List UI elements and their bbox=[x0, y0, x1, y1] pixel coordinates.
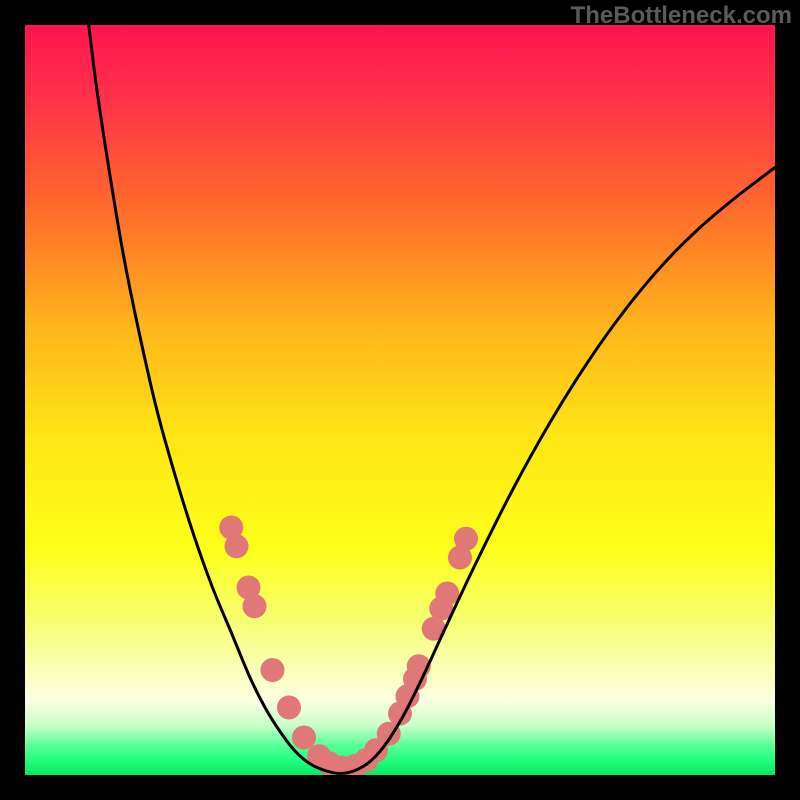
data-marker bbox=[292, 726, 316, 750]
watermark-text: TheBottleneck.com bbox=[571, 2, 792, 30]
data-marker bbox=[454, 527, 478, 551]
chart-svg bbox=[25, 25, 775, 775]
data-marker bbox=[435, 582, 459, 606]
gradient-background bbox=[25, 25, 775, 775]
data-marker bbox=[225, 534, 249, 558]
chart-container bbox=[25, 25, 775, 775]
data-marker bbox=[243, 594, 267, 618]
data-marker bbox=[277, 696, 301, 720]
data-marker bbox=[261, 658, 285, 682]
